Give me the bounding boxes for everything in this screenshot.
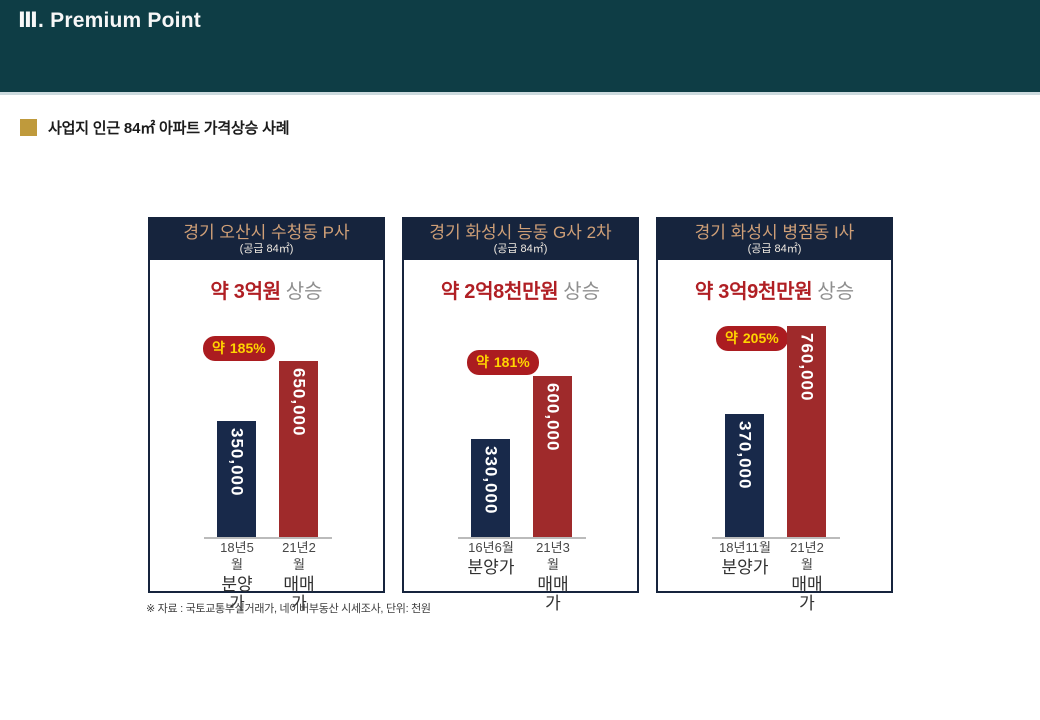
bar-after-price: 760,000 <box>787 326 826 537</box>
bar-value-label: 760,000 <box>797 333 817 402</box>
gold-square-bullet-icon <box>20 119 37 136</box>
x-label-date: 21년2 월 <box>790 540 824 572</box>
price-rise-suffix: 상승 <box>817 281 855 303</box>
case-panel-byeongjeom: 경기 화성시 병점동 I사 (공급 84㎡) 약 3억9천만원 상승 약 205% … <box>656 217 893 613</box>
price-rise-amount: 약 2억8천만원 <box>440 281 559 303</box>
badge-percent: 205% <box>742 330 779 346</box>
section-label: 사업지 인근 84㎡ 아파트 가격상승 사례 <box>48 120 290 137</box>
badge-prefix: 약 <box>725 330 738 346</box>
x-label-date: 18년5 월 <box>220 540 254 572</box>
section-heading: 사업지 인근 84㎡ 아파트 가격상승 사례 <box>20 117 290 138</box>
panel-subtitle: (공급 84㎡) <box>747 242 802 255</box>
panel-subtitle: (공급 84㎡) <box>239 242 294 255</box>
x-label-date: 21년2 월 <box>282 540 316 572</box>
price-rise-amount: 약 3억원 <box>210 281 281 303</box>
bar-after-price: 600,000 <box>533 376 572 537</box>
price-rise-summary: 약 3억9천만원 상승 <box>658 275 891 304</box>
price-rise-amount: 약 3억9천만원 <box>694 281 813 303</box>
badge-percent: 181% <box>493 354 530 370</box>
bar-after-price: 650,000 <box>279 361 318 537</box>
bar-before-price: 330,000 <box>471 439 510 537</box>
badge-percent: 185% <box>229 340 266 356</box>
x-label-type: 매매 가 <box>283 574 315 613</box>
x-label-date: 18년11월 <box>719 540 771 555</box>
panel-header: 경기 오산시 수청동 P사 (공급 84㎡) <box>150 219 383 260</box>
price-rise-suffix: 상승 <box>285 281 323 303</box>
price-rise-summary: 약 3억원 상승 <box>150 275 383 304</box>
x-label-type: 매매 가 <box>791 574 823 613</box>
increase-percent-badge: 약 181% <box>467 350 539 375</box>
bar-before-price: 370,000 <box>725 414 764 537</box>
bar-value-label: 370,000 <box>735 421 755 490</box>
source-footnote: ※ 자료 : 국토교통부실거래가, 네이버부동산 시세조사, 단위: 천원 <box>146 603 431 615</box>
x-label-after: 21년2 월 매매 가 <box>790 540 824 613</box>
x-label-type: 분양가 <box>467 557 515 577</box>
increase-percent-badge: 약 185% <box>203 336 275 361</box>
badge-prefix: 약 <box>476 354 489 370</box>
bar-value-label: 330,000 <box>481 446 501 515</box>
panel-header: 경기 화성시 능동 G사 2차 (공급 84㎡) <box>404 219 637 260</box>
bar-before-price: 350,000 <box>217 421 256 537</box>
price-rise-suffix: 상승 <box>563 281 601 303</box>
x-label-before: 18년11월 분양가 <box>719 540 771 577</box>
x-label-date: 21년3 월 <box>536 540 570 572</box>
panel-subtitle: (공급 84㎡) <box>493 242 548 255</box>
x-label-type: 분양가 <box>721 557 769 577</box>
panel-title: 경기 화성시 능동 G사 2차 <box>429 223 612 242</box>
x-axis-line <box>204 537 332 539</box>
x-label-date: 16년6월 <box>468 540 514 555</box>
x-axis-line <box>458 537 586 539</box>
x-label-before: 18년5 월 분양 가 <box>220 540 254 613</box>
increase-percent-badge: 약 205% <box>716 326 788 351</box>
badge-prefix: 약 <box>212 340 225 356</box>
x-label-before: 16년6월 분양가 <box>468 540 515 577</box>
x-label-after: 21년2 월 매매 가 <box>282 540 316 613</box>
x-label-type: 매매 가 <box>537 574 569 613</box>
case-panels: 경기 오산시 수청동 P사 (공급 84㎡) 약 3억원 상승 약 185% 350… <box>148 217 893 613</box>
x-label-after: 21년3 월 매매 가 <box>536 540 570 613</box>
panel-title: 경기 오산시 수청동 P사 <box>183 223 350 242</box>
panel-title: 경기 화성시 병점동 I사 <box>694 223 855 242</box>
price-rise-summary: 약 2억8천만원 상승 <box>404 275 637 304</box>
slide-title: Ⅲ. Premium Point <box>18 9 201 32</box>
bar-value-label: 350,000 <box>227 428 247 497</box>
x-label-type: 분양 가 <box>221 574 253 613</box>
bar-value-label: 600,000 <box>543 383 563 452</box>
panel-header: 경기 화성시 병점동 I사 (공급 84㎡) <box>658 219 891 260</box>
slide-header-band: Ⅲ. Premium Point <box>0 0 1040 95</box>
case-panel-neungdong: 경기 화성시 능동 G사 2차 (공급 84㎡) 약 2억8천만원 상승 약 181… <box>402 217 639 613</box>
case-panel-osan: 경기 오산시 수청동 P사 (공급 84㎡) 약 3억원 상승 약 185% 350… <box>148 217 385 613</box>
bar-value-label: 650,000 <box>289 368 309 437</box>
x-axis-line <box>712 537 840 539</box>
